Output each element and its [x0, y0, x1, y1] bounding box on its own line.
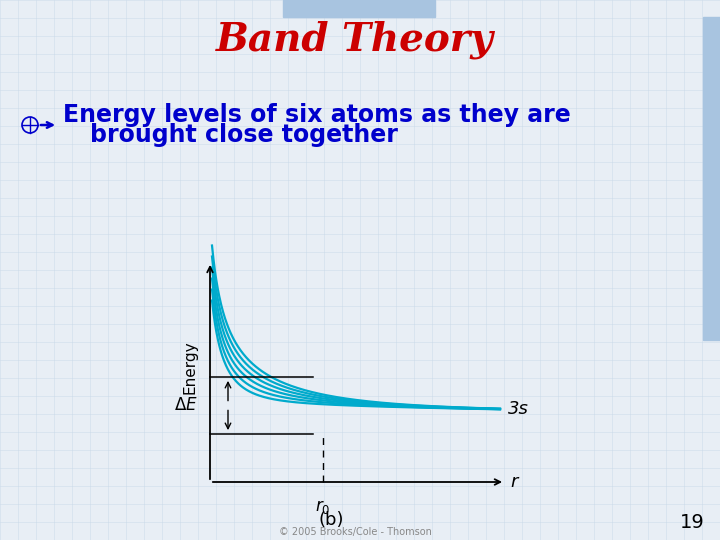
Text: r: r [510, 473, 518, 491]
Text: 19: 19 [680, 512, 705, 531]
Text: 3s: 3s [508, 400, 529, 418]
Text: © 2005 Brooks/Cole - Thomson: © 2005 Brooks/Cole - Thomson [279, 527, 431, 537]
Text: Band Theory: Band Theory [216, 21, 494, 59]
Text: $r_0$: $r_0$ [315, 498, 330, 516]
Text: Energy levels of six atoms as they are: Energy levels of six atoms as they are [63, 103, 571, 127]
Text: Energy: Energy [182, 340, 197, 394]
Bar [283, 0, 435, 17]
Text: (b): (b) [319, 511, 344, 529]
Text: $\Delta E$: $\Delta E$ [174, 396, 198, 415]
Text: brought close together: brought close together [90, 123, 398, 147]
Bar [703, 17, 720, 340]
